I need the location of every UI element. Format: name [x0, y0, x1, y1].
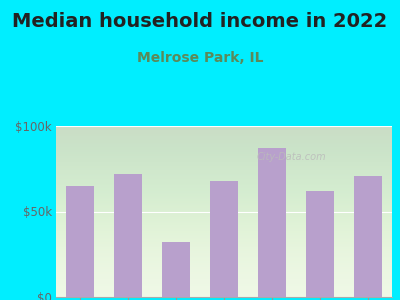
Text: City-Data.com: City-Data.com	[256, 152, 326, 162]
Text: Melrose Park, IL: Melrose Park, IL	[137, 51, 263, 65]
Bar	[210, 181, 238, 297]
Bar	[258, 148, 286, 297]
Bar	[162, 242, 190, 297]
Bar	[354, 176, 382, 297]
Text: Median household income in 2022: Median household income in 2022	[12, 12, 388, 31]
Bar	[306, 191, 334, 297]
Bar	[114, 174, 142, 297]
Bar	[66, 186, 94, 297]
